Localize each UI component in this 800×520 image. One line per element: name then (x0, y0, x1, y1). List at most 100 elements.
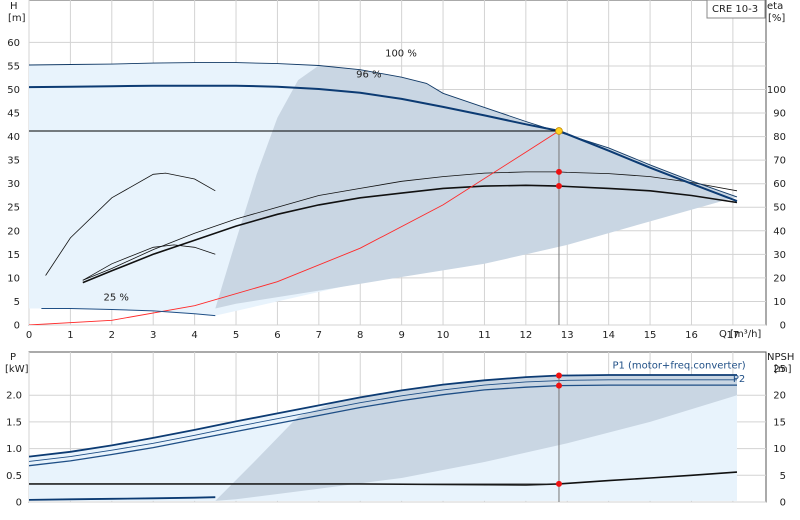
top-right-axis-unit: [%] (768, 13, 785, 24)
system-curve (29, 130, 560, 325)
y-right-tick-label: 10 (773, 297, 786, 308)
y-left-tick-label: 30 (7, 179, 20, 190)
duty-point-efficiency (555, 183, 562, 190)
x-tick-label: 7 (316, 330, 322, 341)
y-left-tick-label: 20 (7, 226, 20, 237)
y-left-tick-label: 10 (7, 273, 20, 284)
efficiency-curve (45, 172, 216, 276)
duty-points (555, 127, 563, 190)
pump-label-box (706, 0, 766, 19)
top-left-tick-labels: 0 5 10 15 20 25 30 35 40 45 50 55 60 (7, 38, 20, 332)
y-left-tick-label: 0 (16, 498, 22, 509)
y-right-tick-label: 5 (780, 471, 786, 482)
x-tick-label: 1 (67, 330, 73, 341)
y-left-tick-label: 2.0 (6, 391, 22, 402)
top-right-axis-name: eta (767, 1, 783, 12)
x-axis-label: Q [m³/h] (719, 329, 761, 340)
power-curve (29, 384, 737, 467)
y-right-tick-label: 100 (767, 85, 786, 96)
y-right-tick-label: 20 (773, 273, 786, 284)
y-right-tick-label: 50 (773, 203, 786, 214)
head-curves (29, 62, 738, 317)
bottom-left-tick-labels: 0 0.5 1.0 1.5 2.0 (6, 391, 22, 509)
pump-label: CRE 10-3 (712, 4, 758, 15)
y-left-tick-label: 5 (14, 297, 20, 308)
y-right-tick-label: 0 (780, 321, 786, 332)
x-tick-label: 2 (109, 330, 115, 341)
y-left-tick-label: 15 (7, 250, 20, 261)
y-right-tick-label: 80 (773, 132, 786, 143)
power-npsh-curves (29, 374, 738, 501)
y-right-tick-label: 0 (780, 498, 786, 509)
y-right-tick-label: 30 (773, 250, 786, 261)
power-curve (29, 374, 737, 458)
duty-point (555, 127, 563, 135)
y-left-tick-label: 1.0 (6, 444, 22, 455)
y-right-tick-label: 25 (773, 364, 786, 375)
duty-point-p2 (555, 382, 562, 389)
power-curve-label: P1 (motor+freq.converter) (612, 361, 745, 372)
y-left-tick-label: 60 (7, 38, 20, 49)
y-left-tick-label: 35 (7, 156, 20, 167)
y-left-tick-label: 50 (7, 85, 20, 96)
duty-point-efficiency (555, 168, 562, 175)
power-curve (29, 379, 737, 462)
y-left-tick-label: 0.5 (6, 471, 22, 482)
head-curve-label: 96 % (356, 70, 381, 81)
x-tick-label: 6 (274, 330, 280, 341)
bottom-left-axis-unit: [kW] (5, 364, 29, 375)
top-left-axis-name: H (10, 1, 18, 12)
y-right-tick-label: 70 (773, 156, 786, 167)
bottom-right-axis-unit: [m] (774, 364, 792, 375)
y-left-tick-label: 45 (7, 109, 20, 120)
head-curve-label: 25 % (104, 293, 129, 304)
y-left-tick-label: 40 (7, 132, 20, 143)
power-curve-label: P2 (733, 374, 745, 385)
bottom-right-axis-name: NPSH (767, 352, 794, 363)
head-curve (41, 308, 216, 317)
x-tick-label: 13 (561, 330, 574, 341)
power-npsh-panel: 0 0.5 1.0 1.5 2.0 0 5 10 15 20 25 P1 (motor+freq.… (5, 351, 794, 509)
duty-point-npsh (555, 480, 562, 487)
y-right-tick-label: 40 (773, 226, 786, 237)
power-range-dark (215, 375, 738, 501)
x-tick-label: 10 (437, 330, 450, 341)
y-left-tick-label: 55 (7, 61, 20, 72)
head-curve (29, 84, 738, 203)
x-tick-label: 3 (150, 330, 156, 341)
head-curve (29, 62, 738, 198)
x-tick-label: 4 (191, 330, 197, 341)
x-tick-label: 17 (727, 330, 740, 341)
x-tick-label: 9 (398, 330, 404, 341)
head-efficiency-panel: 0 1 2 3 4 5 6 7 8 9 10 11 12 13 14 15 16 17 0510152025303… (7, 0, 786, 341)
y-right-tick-label: 20 (773, 391, 786, 402)
efficiency-curves (45, 171, 738, 284)
top-left-axis-unit: [m] (8, 13, 26, 24)
y-left-tick-label: 25 (7, 203, 20, 214)
head-curve-labels: 100 % 96 % 25 % (104, 49, 417, 304)
x-tick-label: 8 (357, 330, 363, 341)
x-tick-label: 0 (26, 330, 32, 341)
top-x-tick-labels: 0 1 2 3 4 5 6 7 8 9 10 11 12 13 14 15 16 17 (26, 330, 739, 341)
duty-point-p1 (555, 372, 562, 379)
x-tick-label: 14 (602, 330, 615, 341)
efficiency-curve (82, 184, 738, 284)
x-tick-label: 11 (478, 330, 491, 341)
x-tick-label: 5 (233, 330, 239, 341)
y-left-tick-label: 1.5 (6, 417, 22, 428)
y-right-tick-label: 60 (773, 179, 786, 190)
head-curve-label: 100 % (385, 49, 417, 60)
bottom-right-tick-labels: 0 5 10 15 20 25 (773, 364, 786, 508)
y-right-tick-label: 10 (773, 444, 786, 455)
bottom-duty-points (555, 372, 562, 487)
y-left-tick-label: 0 (14, 321, 20, 332)
efficiency-curve (82, 244, 216, 281)
x-tick-label: 15 (644, 330, 657, 341)
power-curve (29, 496, 216, 501)
x-tick-label: 12 (519, 330, 532, 341)
x-tick-label: 16 (685, 330, 698, 341)
top-right-tick-labels: 0 10 20 30 40 50 60 70 80 90 100 (767, 85, 786, 332)
efficiency-curve (82, 171, 738, 281)
y-right-tick-label: 90 (773, 109, 786, 120)
